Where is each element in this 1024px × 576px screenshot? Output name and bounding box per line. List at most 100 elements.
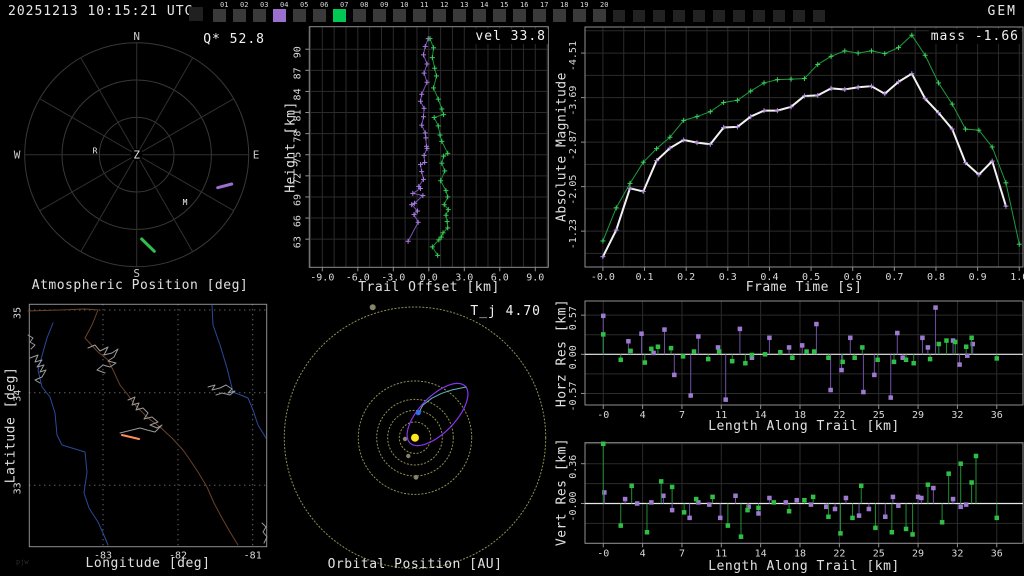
indicator-13[interactable] bbox=[453, 9, 466, 22]
urban-gray-e bbox=[261, 522, 268, 544]
indicator-11[interactable] bbox=[413, 9, 426, 22]
atmospheric-position-plot: N E S W Z R M bbox=[14, 30, 260, 280]
svg-text:-2.05: -2.05 bbox=[568, 175, 579, 205]
lightcurve-purple-markers bbox=[600, 71, 1009, 260]
orbital-title: Orbital Position [AU] bbox=[327, 557, 503, 572]
svg-text:-82: -82 bbox=[169, 551, 187, 562]
svg-text:1.0: 1.0 bbox=[1010, 272, 1024, 283]
svg-text:Z: Z bbox=[133, 149, 140, 162]
svg-text:78: 78 bbox=[292, 131, 303, 143]
svg-text:22: 22 bbox=[833, 410, 845, 421]
timestamp: 20251213 10:15:21 UTC bbox=[8, 4, 194, 19]
svg-text:-0.0: -0.0 bbox=[591, 272, 615, 283]
svg-text:-0.57: -0.57 bbox=[568, 381, 579, 411]
svg-text:M: M bbox=[183, 198, 188, 207]
indicator-label-08: 08 bbox=[360, 1, 369, 9]
meteor-streak-green bbox=[140, 237, 156, 253]
svg-text:0.0: 0.0 bbox=[420, 272, 438, 283]
urban-gray-d bbox=[207, 384, 236, 396]
height-ylabel: Height [km] bbox=[283, 101, 299, 193]
ground-track-map: -83 -82 -81 35 34 33 bbox=[12, 303, 268, 562]
indicator-label-04: 04 bbox=[280, 1, 289, 9]
horz-res-green bbox=[601, 332, 1000, 366]
svg-text:-0: -0 bbox=[597, 548, 609, 559]
atmospheric-title: Atmospheric Position [deg] bbox=[31, 278, 249, 293]
svg-text:33: 33 bbox=[12, 482, 23, 494]
station-indicator-strip: 01 02 03 04 05 06 07 08 09 10 11 12 13 14 15 16 17 18 19 20 bbox=[0, 0, 1024, 24]
svg-text:29: 29 bbox=[912, 410, 924, 421]
indicator-label-06: 06 bbox=[320, 1, 329, 9]
polar-grid bbox=[24, 42, 250, 268]
indicator-10[interactable] bbox=[393, 9, 406, 22]
indicator-12[interactable] bbox=[433, 9, 446, 22]
indicator-08[interactable] bbox=[353, 9, 366, 22]
svg-text:0.6: 0.6 bbox=[844, 272, 862, 283]
svg-text:25: 25 bbox=[873, 548, 885, 559]
velocity-value: vel 33.8 bbox=[473, 29, 548, 44]
indicator-label-02: 02 bbox=[240, 1, 249, 9]
magnitude-plot: -0.0 0.1 0.2 0.3 0.4 0.5 0.6 0.7 0.8 0.9 1.0 -4.51 -… bbox=[568, 26, 1024, 283]
svg-text:34: 34 bbox=[12, 390, 23, 402]
orbital-position-plot bbox=[283, 304, 547, 569]
svg-text:-3.69: -3.69 bbox=[568, 86, 579, 116]
svg-text:7: 7 bbox=[679, 548, 685, 559]
indicator-label-19: 19 bbox=[580, 1, 589, 9]
svg-text:6.0: 6.0 bbox=[491, 272, 509, 283]
svg-text:3.0: 3.0 bbox=[455, 272, 473, 283]
indicator-03[interactable] bbox=[253, 9, 266, 22]
border-brown-top bbox=[27, 308, 99, 312]
indicator-17[interactable] bbox=[533, 9, 546, 22]
svg-text:-2.87: -2.87 bbox=[568, 130, 579, 160]
q-star-value: Q* 52.8 bbox=[201, 32, 267, 47]
urban-gray-c bbox=[119, 396, 163, 434]
svg-text:11: 11 bbox=[715, 548, 727, 559]
indicator-19[interactable] bbox=[573, 9, 586, 22]
svg-text:S: S bbox=[133, 267, 140, 280]
svg-text:9.0: 9.0 bbox=[526, 272, 544, 283]
indicator-09[interactable] bbox=[373, 9, 386, 22]
svg-text:0.2: 0.2 bbox=[677, 272, 695, 283]
indicator-spare-1 bbox=[613, 10, 625, 22]
svg-text:84: 84 bbox=[292, 88, 303, 100]
svg-text:87: 87 bbox=[292, 67, 303, 79]
lightcurve-purple-line bbox=[602, 73, 1007, 258]
river-blue-left bbox=[37, 322, 109, 546]
indicator-18[interactable] bbox=[553, 9, 566, 22]
svg-text:18: 18 bbox=[794, 410, 806, 421]
indicator-16[interactable] bbox=[513, 9, 526, 22]
horz-res-plot: -0 4 7 11 14 18 22 25 29 32 36 0.57 0.00 -0.57 bbox=[568, 300, 1024, 421]
panel-light-curve: -0.0 0.1 0.2 0.3 0.4 0.5 0.6 0.7 0.8 0.9 1.0 -4.51 -… bbox=[550, 24, 1024, 295]
indicator-02[interactable] bbox=[233, 9, 246, 22]
svg-text:-81: -81 bbox=[244, 551, 262, 562]
indicator-20[interactable] bbox=[593, 9, 606, 22]
mag-axes: -0.0 0.1 0.2 0.3 0.4 0.5 0.6 0.7 0.8 0.9 1.0 -4.51 -… bbox=[568, 26, 1024, 283]
indicator-06[interactable] bbox=[313, 9, 326, 22]
indicator-spare-9 bbox=[773, 10, 785, 22]
vert-res-purple bbox=[602, 485, 969, 521]
indicator-14[interactable] bbox=[473, 9, 486, 22]
svg-text:0.36: 0.36 bbox=[568, 455, 579, 479]
svg-text:4: 4 bbox=[640, 410, 646, 421]
indicator-label-07: 07 bbox=[340, 1, 349, 9]
mass-value: mass -1.66 bbox=[928, 29, 1021, 44]
indicator-spare-8 bbox=[753, 10, 765, 22]
indicator-01[interactable] bbox=[213, 9, 226, 22]
indicator-07[interactable] bbox=[333, 9, 346, 22]
indicator-05[interactable] bbox=[293, 9, 306, 22]
svg-text:0.5: 0.5 bbox=[802, 272, 820, 283]
indicator-spare-11 bbox=[813, 10, 825, 22]
svg-text:0.3: 0.3 bbox=[719, 272, 737, 283]
svg-text:E: E bbox=[253, 149, 260, 162]
indicator-spare-5 bbox=[693, 10, 705, 22]
svg-text:32: 32 bbox=[951, 410, 963, 421]
svg-text:69: 69 bbox=[292, 194, 303, 206]
horz-length-xlabel: Length Along Trail [km] bbox=[708, 419, 900, 434]
svg-text:63: 63 bbox=[292, 236, 303, 248]
svg-text:75: 75 bbox=[292, 152, 303, 164]
orbit-arc-cyan bbox=[418, 386, 467, 414]
vert-res-green bbox=[601, 441, 1000, 539]
indicator-15[interactable] bbox=[493, 9, 506, 22]
svg-text:4: 4 bbox=[640, 548, 646, 559]
indicator-04[interactable] bbox=[273, 9, 286, 22]
